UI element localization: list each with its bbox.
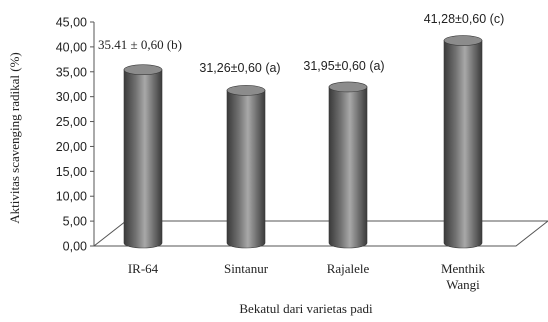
y-axis — [90, 21, 95, 247]
category-label: Rajalele — [327, 261, 370, 276]
y-tick-label: 15,00 — [56, 165, 87, 179]
bar-top — [443, 35, 483, 46]
y-tick-label: 0,00 — [63, 240, 87, 254]
bar-top — [123, 64, 163, 76]
bar — [123, 64, 163, 249]
y-tick-label: 10,00 — [56, 190, 87, 204]
bar — [226, 85, 266, 249]
data-label: 31,95±0,60 (a) — [303, 59, 384, 73]
y-tick-label: 20,00 — [56, 140, 87, 154]
category-label: Menthik — [441, 261, 486, 276]
y-tick-label: 30,00 — [56, 90, 87, 104]
floor-plane — [92, 220, 548, 247]
data-label: 35.41 ± 0,60 (b) — [98, 37, 182, 52]
bar — [443, 35, 483, 249]
bar-top — [328, 81, 368, 93]
y-axis-title: Aktivitas scavenging radikal (%) — [7, 52, 22, 223]
bar-body — [226, 90, 266, 249]
y-tick-label: 25,00 — [56, 115, 87, 129]
bar-top — [226, 85, 266, 96]
y-tick-labels: 0,00 5,00 10,00 15,00 20,00 25,00 30,00 35,00 40… — [56, 16, 87, 254]
bar-body — [123, 69, 163, 249]
category-label: Wangi — [446, 277, 480, 292]
data-label: 31,26±0,60 (a) — [199, 61, 280, 75]
y-tick-label: 45,00 — [56, 16, 87, 30]
y-tick-label: 35,00 — [56, 65, 87, 79]
bars — [123, 35, 483, 249]
bar — [328, 81, 368, 249]
data-label: 41,28±0,60 (c) — [424, 12, 505, 26]
x-axis-title: Bekatul dari varietas padi — [239, 301, 373, 316]
y-tick-label: 40,00 — [56, 40, 87, 54]
y-tick-label: 5,00 — [63, 215, 87, 229]
category-label: Sintanur — [224, 261, 269, 276]
bar-body — [328, 86, 368, 249]
chart-floor — [92, 220, 548, 247]
data-labels: 35.41 ± 0,60 (b) 31,26±0,60 (a) 31,95±0,60… — [98, 12, 504, 75]
bar-body — [443, 40, 483, 249]
category-label: IR-64 — [128, 261, 159, 276]
